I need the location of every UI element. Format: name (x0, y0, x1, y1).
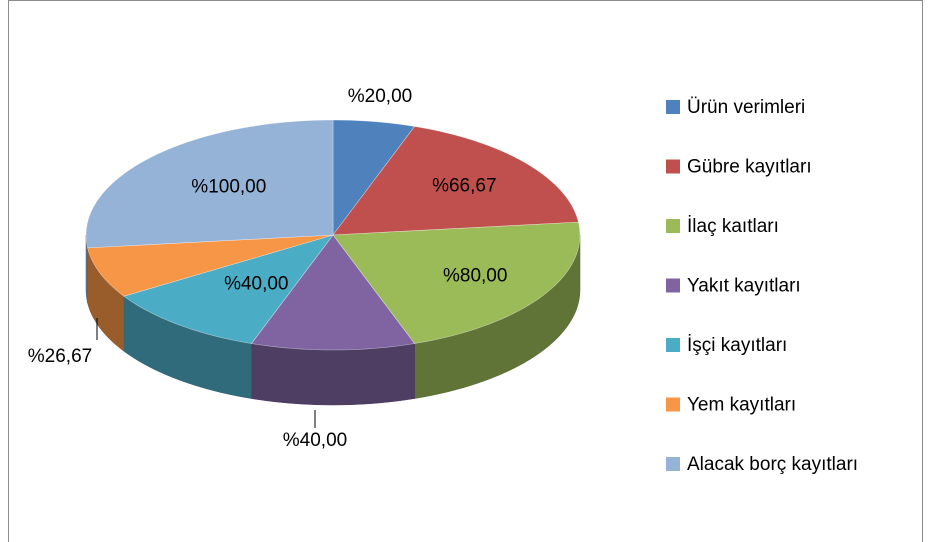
legend-swatch (666, 457, 680, 471)
legend-label: Yem kayıtları (687, 395, 796, 416)
legend-swatch (666, 159, 680, 174)
legend-label: İlaç kaıtları (687, 216, 779, 237)
pie-slice (332, 221, 581, 344)
pie-slice (85, 119, 334, 249)
data-label: %66,67 (432, 175, 496, 196)
legend-swatch (666, 219, 680, 233)
data-label: %26,67 (28, 346, 92, 367)
data-label: %40,00 (283, 430, 347, 451)
legend-swatch (666, 278, 680, 293)
data-label: %20,00 (348, 86, 412, 107)
legend-label: Gübre kayıtları (687, 157, 812, 178)
data-label: %100,00 (191, 177, 266, 198)
slice-side (251, 342, 416, 406)
legend-swatch (666, 397, 680, 412)
pie-slice (332, 126, 579, 236)
pie-slice (250, 234, 416, 351)
pie-slice (332, 119, 416, 236)
data-label: %40,00 (224, 273, 288, 294)
legend-label: Ürün verimleri (687, 97, 805, 118)
pie-slice (87, 234, 334, 297)
legend-label: İşçi kayıtları (687, 335, 787, 356)
data-label: %80,00 (443, 266, 507, 287)
legend-label: Yakıt kayıtları (687, 276, 801, 297)
legend-swatch (666, 100, 680, 114)
legend-label: Alacak borç kayıtları (687, 454, 858, 475)
pie-slice (123, 234, 334, 344)
legend-swatch (666, 338, 680, 352)
